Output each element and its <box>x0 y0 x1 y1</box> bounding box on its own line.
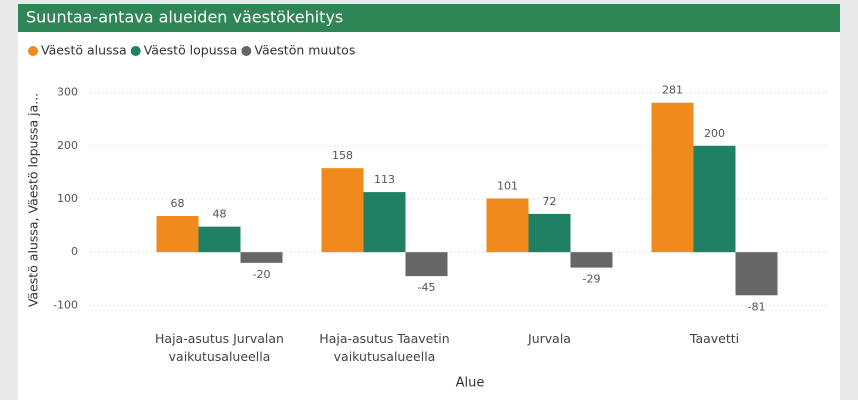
legend-label: Väestö alussa <box>41 43 127 58</box>
data-label: 72 <box>543 195 557 208</box>
x-tick-label: Haja-asutus Jurvalan vaikutusalueella <box>155 331 284 364</box>
bar <box>405 252 448 277</box>
bar <box>486 198 529 253</box>
title-bar <box>18 4 840 32</box>
data-label: 200 <box>704 127 725 140</box>
data-label: -81 <box>748 300 766 313</box>
bar <box>693 145 736 253</box>
legend-marker <box>130 46 141 56</box>
y-tick-label: -100 <box>53 298 78 311</box>
bar <box>735 252 778 296</box>
y-axis-title: Väestö alussa, Väestö lopussa ja... <box>26 93 41 307</box>
x-tick-label: Jurvala <box>528 331 571 346</box>
bar <box>156 216 199 253</box>
data-label: 48 <box>213 208 227 221</box>
legend-marker <box>241 46 252 56</box>
y-tick-label: 300 <box>57 86 78 99</box>
x-tick-label: Taavetti <box>689 331 740 346</box>
legend-label: Väestö lopussa <box>144 43 238 58</box>
bar <box>363 192 406 253</box>
data-label: -29 <box>583 273 601 286</box>
y-tick-label: 200 <box>57 139 78 152</box>
x-tick-label: Haja-asutus Taavetin vaikutusalueella <box>319 331 450 364</box>
bar <box>570 252 613 268</box>
x-axis-title: Alue <box>456 376 485 391</box>
data-label: -45 <box>418 281 436 294</box>
y-tick-label: 0 <box>71 245 78 258</box>
bar <box>651 102 694 253</box>
chart-title: Suuntaa-antava alueiden väestökehitys <box>26 8 343 27</box>
y-tick-label: 100 <box>57 192 78 205</box>
legend-marker <box>28 46 38 56</box>
data-label: -20 <box>253 268 271 281</box>
bar <box>198 226 241 253</box>
bar <box>528 213 571 253</box>
data-label: 158 <box>332 149 353 162</box>
data-label: 113 <box>374 173 395 186</box>
data-label: 68 <box>171 197 185 210</box>
legend-label: Väestön muutos <box>254 43 355 58</box>
bar <box>240 252 283 263</box>
bar <box>321 168 364 253</box>
data-label: 101 <box>497 179 518 192</box>
data-label: 281 <box>662 84 683 97</box>
